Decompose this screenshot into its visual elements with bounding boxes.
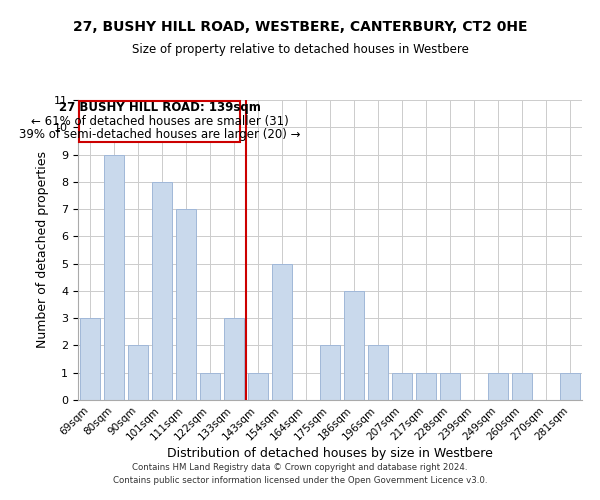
Bar: [128, 346, 148, 400]
Bar: [392, 372, 412, 400]
Text: Contains HM Land Registry data © Crown copyright and database right 2024.
Contai: Contains HM Land Registry data © Crown c…: [113, 464, 487, 485]
Bar: [104, 154, 124, 400]
FancyBboxPatch shape: [79, 100, 240, 142]
Bar: [248, 372, 268, 400]
Bar: [440, 372, 460, 400]
Text: 39% of semi-detached houses are larger (20) →: 39% of semi-detached houses are larger (…: [19, 128, 301, 141]
Bar: [344, 291, 364, 400]
Y-axis label: Number of detached properties: Number of detached properties: [36, 152, 49, 348]
Bar: [200, 372, 220, 400]
Bar: [80, 318, 100, 400]
Bar: [176, 209, 196, 400]
Bar: [416, 372, 436, 400]
Text: Size of property relative to detached houses in Westbere: Size of property relative to detached ho…: [131, 42, 469, 56]
Bar: [224, 318, 244, 400]
X-axis label: Distribution of detached houses by size in Westbere: Distribution of detached houses by size …: [167, 448, 493, 460]
Text: ← 61% of detached houses are smaller (31): ← 61% of detached houses are smaller (31…: [31, 115, 289, 128]
Text: 27, BUSHY HILL ROAD, WESTBERE, CANTERBURY, CT2 0HE: 27, BUSHY HILL ROAD, WESTBERE, CANTERBUR…: [73, 20, 527, 34]
Bar: [512, 372, 532, 400]
Bar: [320, 346, 340, 400]
Text: 27 BUSHY HILL ROAD: 139sqm: 27 BUSHY HILL ROAD: 139sqm: [59, 101, 260, 114]
Bar: [368, 346, 388, 400]
Bar: [272, 264, 292, 400]
Bar: [488, 372, 508, 400]
Bar: [560, 372, 580, 400]
Bar: [152, 182, 172, 400]
